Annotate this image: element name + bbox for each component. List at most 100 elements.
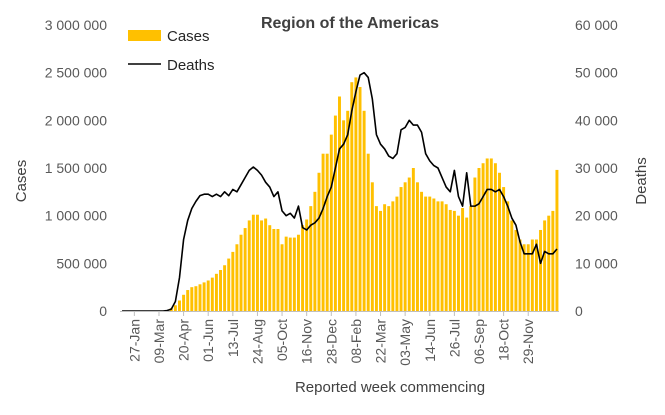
x-tick-label: 14-Jun [422, 319, 438, 362]
cases-bar [514, 229, 518, 311]
cases-bar [173, 305, 177, 311]
cases-bar [485, 158, 489, 311]
cases-bar [227, 258, 231, 311]
cases-bar [219, 270, 222, 311]
left-tick-label: 1 000 000 [45, 208, 107, 224]
cases-bar [498, 172, 501, 311]
cases-bar [321, 153, 325, 311]
cases-bar [325, 153, 329, 311]
left-axis-title: Cases [13, 160, 30, 203]
x-tick-label: 09-Mar [151, 319, 167, 364]
cases-bar [243, 228, 247, 311]
cases-bar [551, 210, 555, 311]
right-axis-ticks: 0 10 000 20 000 30 000 40 000 50 000 60 000 [575, 17, 618, 319]
left-tick-label: 2 000 000 [45, 112, 107, 128]
deaths-line [122, 71, 558, 312]
cases-bar [362, 110, 366, 311]
cases-bar [366, 153, 370, 311]
cases-bar [407, 177, 411, 311]
left-tick-label: 3 000 000 [45, 17, 107, 33]
cases-bar [296, 234, 300, 311]
cases-bar [534, 239, 538, 311]
cases-bar [444, 204, 448, 311]
cases-bar [522, 244, 526, 311]
cases-bar [424, 196, 428, 311]
cases-bar [506, 201, 510, 311]
cases-bar [329, 134, 333, 311]
cases-bar [379, 210, 382, 311]
cases-bar [305, 219, 309, 311]
cases-bar [530, 239, 534, 311]
cases-bar [399, 187, 403, 311]
cases-bar [489, 158, 493, 311]
cases-bar [473, 177, 477, 311]
cases-bar [493, 163, 497, 311]
cases-bar [448, 209, 452, 311]
right-tick-label: 20 000 [575, 208, 618, 224]
right-tick-label: 50 000 [575, 65, 618, 81]
cases-bar [387, 206, 391, 311]
left-tick-label: 500 000 [56, 255, 107, 271]
cases-bar [280, 244, 284, 311]
left-axis-ticks: 0 500 000 1 000 000 1 500 000 2 000 000 2 500… [45, 17, 108, 319]
right-tick-label: 30 000 [575, 160, 618, 176]
cases-bar [461, 208, 465, 311]
x-tick-label: 29-Nov [520, 319, 536, 364]
cases-bar [415, 182, 419, 311]
x-tick-label: 03-May [397, 319, 413, 366]
cases-bars [165, 77, 559, 312]
cases-bar [543, 220, 547, 311]
cases-bar [272, 229, 276, 311]
x-tick-label: 22-Mar [373, 319, 389, 364]
left-tick-label: 1 500 000 [45, 160, 107, 176]
x-axis-ticks: 27-Jan 09-Mar 20-Apr 01-Jun 13-Jul 24-Aug 05-O… [126, 311, 536, 366]
cases-bar [526, 244, 530, 311]
x-tick-label: 01-Jun [200, 319, 216, 362]
cases-bar [239, 234, 243, 311]
cases-bar [432, 198, 436, 311]
cases-bar [346, 110, 350, 311]
cases-bar [276, 229, 280, 311]
x-tick-label: 28-Dec [323, 319, 339, 364]
right-tick-label: 40 000 [575, 112, 618, 128]
cases-bar [350, 82, 354, 311]
cases-bar [317, 172, 321, 311]
cases-bar [206, 280, 210, 311]
cases-bar [247, 220, 251, 311]
cases-bar [210, 277, 214, 311]
cases-bar [436, 201, 440, 311]
cases-bar [358, 86, 362, 311]
x-tick-label: 26-Jul [446, 319, 462, 357]
cases-bar [395, 196, 399, 311]
left-tick-label: 0 [99, 303, 107, 319]
cases-bar [338, 96, 341, 311]
cases-bar [301, 225, 305, 311]
cases-bar [342, 120, 346, 311]
cases-bar [440, 201, 444, 311]
cases-bar [510, 220, 514, 311]
x-tick-label: 13-Jul [225, 319, 241, 357]
cases-bar [178, 300, 181, 311]
cases-bar [313, 191, 317, 311]
legend-cases-label: Cases [167, 28, 210, 45]
cases-bar [182, 294, 186, 311]
cases-bar [223, 265, 227, 311]
x-axis-title: Reported week commencing [295, 379, 485, 396]
x-tick-label: 20-Apr [176, 319, 192, 361]
cases-bar [383, 204, 387, 311]
cases-bar [264, 218, 268, 311]
cases-bar [403, 182, 407, 311]
right-tick-label: 60 000 [575, 17, 618, 33]
cases-bar [457, 215, 460, 311]
cases-bar [374, 206, 378, 311]
cases-bar [354, 77, 358, 312]
cases-bar [411, 168, 415, 311]
cases-bar [251, 214, 255, 311]
cases-bar [469, 206, 473, 311]
right-tick-label: 10 000 [575, 255, 618, 271]
cases-bar [190, 287, 194, 311]
cases-bar [518, 239, 522, 311]
left-tick-label: 2 500 000 [45, 65, 107, 81]
x-tick-label: 27-Jan [126, 319, 142, 362]
